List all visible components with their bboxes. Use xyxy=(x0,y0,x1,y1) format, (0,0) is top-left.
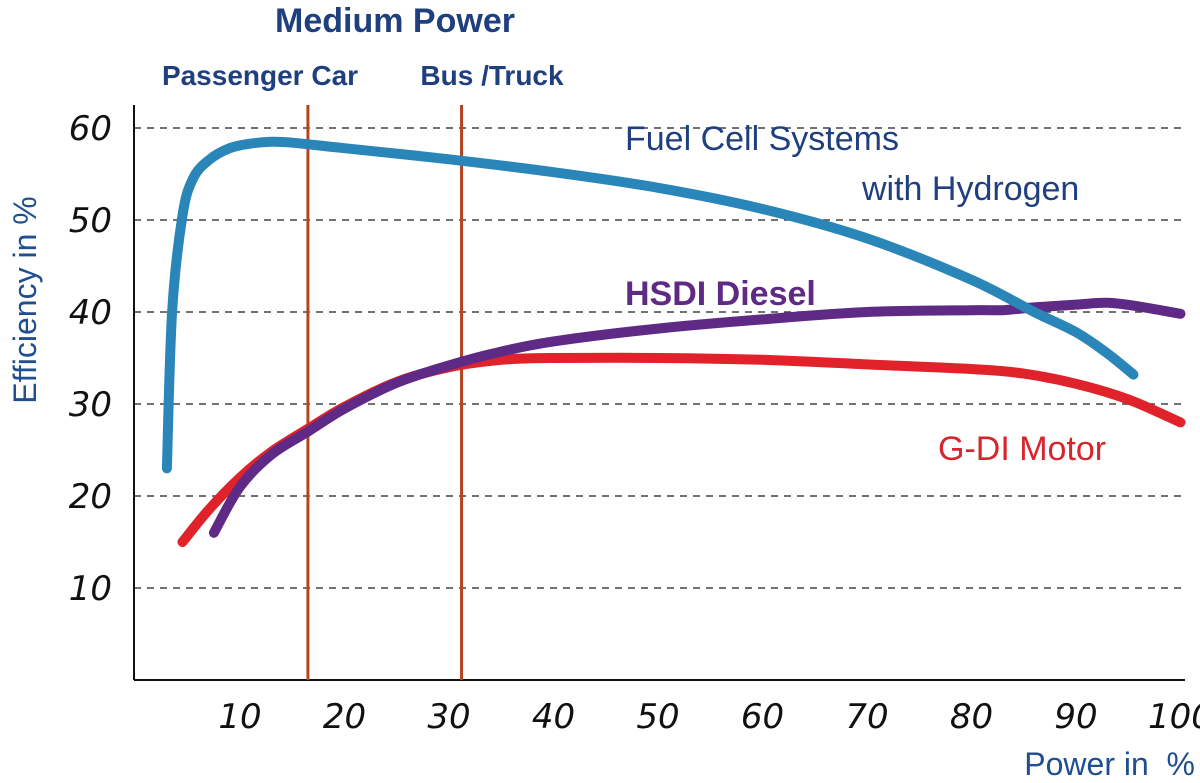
y-tick-label: 50 xyxy=(69,201,112,241)
series-lines xyxy=(161,136,1186,547)
x-tick-label: 100 xyxy=(1148,697,1200,737)
x-axis-title: Power in % xyxy=(1024,746,1195,782)
marker-label-bus-truck: Bus /Truck xyxy=(420,60,564,91)
y-tick-label: 30 xyxy=(69,385,112,425)
chart-title: Medium Power xyxy=(275,2,515,40)
y-axis-title: Efficiency in % xyxy=(7,196,43,404)
x-tick-label: 50 xyxy=(636,697,679,737)
y-tick-label: 20 xyxy=(69,477,112,517)
x-tick-label: 70 xyxy=(845,697,888,737)
x-tick-label: 90 xyxy=(1054,697,1097,737)
x-tick-label: 60 xyxy=(741,697,784,737)
series-label-fuel-cell-line1: Fuel Cell Systems xyxy=(625,120,899,158)
x-tick-label: 10 xyxy=(218,697,261,737)
series-line-fuel-cell xyxy=(161,136,1139,474)
y-tick-label: 40 xyxy=(69,293,112,333)
marker-label-passenger-car: Passenger Car xyxy=(162,60,358,91)
series-line-hsdi-diesel xyxy=(208,297,1186,538)
y-tick-label: 60 xyxy=(69,109,112,149)
x-tick-label: 80 xyxy=(950,697,993,737)
x-tick-label: 40 xyxy=(532,697,575,737)
x-tick-label: 20 xyxy=(323,697,366,737)
y-tick-label: 10 xyxy=(69,569,112,609)
x-tick-label: 30 xyxy=(427,697,470,737)
series-label-hsdi-diesel: HSDI Diesel xyxy=(625,275,816,313)
series-label-gdi-motor: G-DI Motor xyxy=(938,430,1106,468)
series-label-fuel-cell-line2: with Hydrogen xyxy=(861,170,1079,208)
tick-labels: 10 20 30 40 50 60 10 20 30 40 50 60 70 80 90 100 xyxy=(69,109,1200,737)
power-markers xyxy=(306,105,464,680)
